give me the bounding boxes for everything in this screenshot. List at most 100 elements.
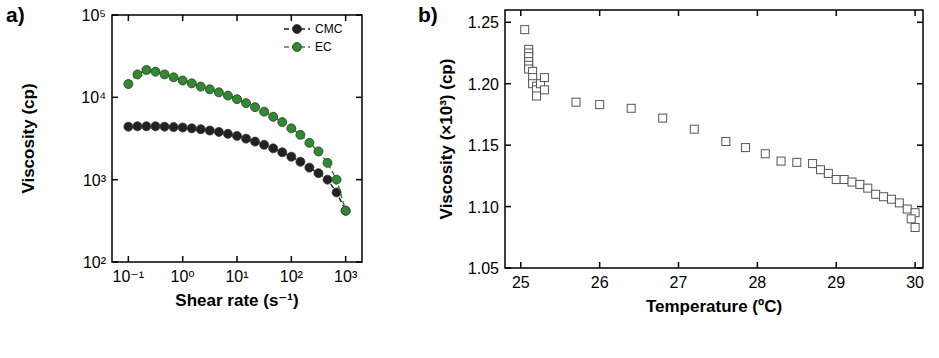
data-point — [840, 176, 848, 184]
x-tick — [345, 256, 347, 262]
data-point — [761, 150, 769, 158]
y-tick — [505, 206, 511, 208]
x-tick — [835, 262, 837, 268]
data-point — [907, 215, 915, 223]
panel-letter: a) — [6, 3, 25, 26]
y-tick-right — [917, 22, 923, 24]
x-tick — [128, 256, 130, 262]
x-tick-top — [182, 15, 184, 21]
x-tick-top — [236, 15, 238, 21]
data-point — [287, 152, 296, 161]
data-point — [142, 122, 151, 131]
y-tick — [505, 22, 511, 24]
data-point — [151, 67, 160, 76]
data-point — [793, 158, 801, 166]
data-point — [323, 158, 332, 167]
x-tick-label: 10³ — [334, 268, 358, 285]
data-point — [911, 223, 919, 231]
data-point — [856, 180, 864, 188]
data-point — [242, 134, 251, 143]
data-point — [809, 160, 817, 168]
data-group — [124, 65, 350, 215]
data-point — [341, 206, 350, 215]
x-tick-top — [835, 10, 837, 16]
y-tick — [505, 144, 511, 146]
data-point — [160, 70, 169, 79]
x-tick — [182, 256, 184, 262]
data-point — [205, 85, 214, 94]
data-point — [187, 124, 196, 133]
y-tick-label: 1.15 — [468, 137, 499, 154]
y-tick-label: 10⁴ — [81, 89, 106, 106]
data-point — [824, 169, 832, 177]
data-point — [233, 131, 242, 140]
data-point — [848, 178, 856, 186]
data-point — [124, 80, 133, 89]
data-point — [251, 103, 260, 112]
x-tick-label: 10⁻¹ — [113, 268, 145, 285]
y-tick-label: 1.25 — [468, 14, 499, 31]
data-point — [205, 126, 214, 135]
data-point — [287, 124, 296, 133]
data-point — [572, 98, 580, 106]
x-tick — [914, 262, 916, 268]
data-point — [278, 148, 287, 157]
plot-frame — [112, 15, 362, 262]
data-point — [903, 205, 911, 213]
data-point — [323, 175, 332, 184]
panel-1: 2526272829301.051.101.151.201.25Temperat… — [418, 3, 924, 316]
data-point — [596, 101, 604, 109]
data-point — [223, 129, 232, 138]
data-point — [187, 79, 196, 88]
x-tick — [599, 262, 601, 268]
data-point — [196, 82, 205, 91]
x-tick-top — [520, 10, 522, 16]
y-tick-label: 1.05 — [468, 260, 499, 277]
data-point — [251, 137, 260, 146]
x-tick-top — [757, 10, 759, 16]
data-group — [521, 26, 919, 232]
data-point — [178, 76, 187, 85]
data-point — [742, 144, 750, 152]
data-point — [269, 112, 278, 121]
series-line — [128, 70, 345, 211]
legend: CMCEC — [284, 22, 343, 54]
legend-marker — [293, 43, 302, 52]
x-tick — [291, 256, 293, 262]
data-point — [260, 140, 269, 149]
y-axis-title: Viscosity (cp) — [19, 83, 38, 193]
data-point — [296, 130, 305, 139]
y-tick-label: 10³ — [83, 172, 107, 189]
y-tick — [112, 14, 118, 16]
data-point — [521, 26, 529, 34]
x-tick-top — [345, 15, 347, 21]
y-tick — [505, 83, 511, 85]
data-point — [296, 157, 305, 166]
x-axis-title: Shear rate (s⁻¹) — [175, 291, 298, 310]
data-point — [540, 74, 548, 82]
data-point — [133, 70, 142, 79]
x-tick-top — [128, 15, 130, 21]
data-point — [305, 138, 314, 147]
y-tick-label: 10² — [83, 254, 107, 271]
data-point — [151, 122, 160, 131]
data-point — [777, 157, 785, 165]
data-point — [659, 114, 667, 122]
y-axis-title: Viscosity (×10³) (cp) — [437, 59, 456, 220]
x-tick-label: 10² — [280, 268, 304, 285]
x-tick-top — [678, 10, 680, 16]
figure: 10⁻¹10⁰10¹10²10³10²10³10⁴10⁵Shear rate (… — [0, 0, 939, 358]
data-point — [880, 193, 888, 201]
data-point — [178, 123, 187, 132]
y-tick-right — [356, 97, 362, 99]
data-point — [864, 184, 872, 192]
x-tick-label: 30 — [906, 274, 924, 291]
data-point — [260, 107, 269, 116]
y-tick — [112, 97, 118, 99]
y-tick-label: 10⁵ — [82, 7, 106, 24]
y-tick — [505, 267, 511, 269]
x-axis-title: Temperature (ºC) — [646, 297, 782, 316]
data-point — [133, 122, 142, 131]
x-tick — [520, 262, 522, 268]
data-point — [169, 123, 178, 132]
